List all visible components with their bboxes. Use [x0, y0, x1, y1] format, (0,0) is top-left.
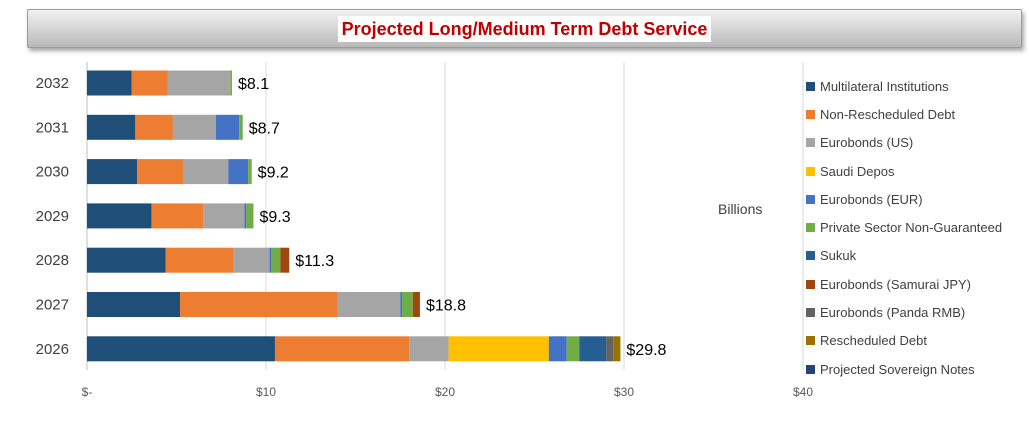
bar-segment [613, 336, 621, 362]
bar-segment [87, 159, 138, 185]
category-label: 2028 [36, 252, 69, 269]
legend-swatch [806, 279, 815, 289]
legend-item: Sukuk [806, 242, 1002, 270]
bar-segment [228, 159, 249, 185]
category-label: 2030 [36, 164, 69, 181]
chart-title: Projected Long/Medium Term Debt Service [337, 15, 712, 42]
bar-segment [244, 203, 247, 229]
legend-swatch [806, 166, 815, 176]
bar-segment [215, 114, 240, 140]
legend-label: Eurobonds (Panda RMB) [820, 305, 966, 321]
x-tick-label: $40 [793, 385, 813, 399]
chart-legend: Multilateral Institutions Non-Rescheduled… [806, 72, 1002, 383]
legend-label: Rescheduled Debt [820, 333, 927, 349]
chart-title-banner: Projected Long/Medium Term Debt Service [27, 9, 1022, 48]
bar-segment [402, 292, 413, 317]
bar-segment [87, 336, 275, 362]
bar-segment [566, 336, 580, 362]
x-tick-label: $10 [256, 385, 276, 399]
bar-segment [271, 247, 281, 273]
legend-item: Eurobonds (Panda RMB) [806, 298, 1002, 326]
bar-segment [246, 203, 254, 229]
bar-segment [548, 336, 567, 362]
legend-label: Projected Sovereign Notes [820, 361, 975, 377]
bar-segment [409, 336, 449, 362]
bar-segment [87, 114, 136, 140]
legend-item: Eurobonds (US) [806, 129, 1002, 157]
total-data-label: $11.3 [295, 253, 334, 270]
bar-segment [239, 114, 243, 140]
legend-item: Non-Rescheduled Debt [806, 100, 1002, 128]
bar-segment [400, 292, 403, 317]
legend-item: Saudi Depos [806, 157, 1002, 185]
bar-segment [183, 159, 229, 185]
bar-segment [579, 336, 607, 362]
category-label: 2026 [36, 341, 69, 358]
bar-segment [167, 70, 231, 96]
legend-item: Eurobonds (Samurai JPY) [806, 270, 1002, 298]
x-tick-label: $- [82, 385, 93, 399]
x-tick-label: $20 [435, 385, 455, 399]
legend-label: Private Sector Non-Guaranteed [820, 220, 1003, 236]
legend-label: Eurobonds (Samurai JPY) [820, 276, 972, 292]
legend-swatch [806, 364, 815, 374]
bar-segment [448, 336, 549, 362]
category-label: 2031 [36, 119, 69, 136]
total-data-label: $9.3 [259, 209, 290, 226]
bar-segment [233, 247, 270, 273]
bar-segment [337, 292, 401, 317]
legend-label: Non-Rescheduled Debt [820, 106, 956, 122]
legend-item: Eurobonds (EUR) [806, 185, 1002, 213]
legend-item: Multilateral Institutions [806, 72, 1002, 100]
legend-label: Eurobonds (EUR) [820, 191, 923, 207]
legend-swatch [806, 138, 815, 148]
legend-item: Private Sector Non-Guaranteed [806, 213, 1002, 241]
legend-swatch [806, 251, 815, 261]
legend-item: Rescheduled Debt [806, 327, 1002, 355]
bar-segment [87, 292, 181, 317]
bar-segment [274, 336, 410, 362]
bar-segment [230, 70, 232, 96]
bar-segment [151, 203, 204, 229]
legend-label: Multilateral Institutions [820, 78, 949, 94]
legend-swatch [806, 308, 815, 318]
category-label: 2029 [36, 208, 69, 225]
total-data-label: $8.1 [238, 76, 269, 93]
legend-label: Sukuk [820, 248, 857, 264]
category-label: 2027 [36, 297, 69, 314]
legend-swatch [806, 223, 815, 233]
bar-segment [172, 114, 216, 140]
legend-swatch [806, 109, 815, 119]
total-data-label: $9.2 [258, 165, 289, 182]
legend-swatch [806, 336, 815, 346]
bar-segment [606, 336, 614, 362]
bar-segment [248, 159, 252, 185]
category-label: 2032 [36, 75, 69, 92]
bar-segment [135, 114, 173, 140]
bar-segment [137, 159, 184, 185]
bar-segment [412, 292, 420, 317]
unit-label: Billions [718, 201, 763, 217]
total-data-label: $8.7 [249, 120, 280, 137]
legend-label: Eurobonds (US) [820, 135, 914, 151]
bar-segment [269, 247, 272, 273]
bar-segment [280, 247, 290, 273]
bar-segment [165, 247, 234, 273]
bar-segment [87, 203, 152, 229]
legend-item: Projected Sovereign Notes [806, 355, 1002, 383]
bar-segment [87, 247, 166, 273]
bar-segment [131, 70, 168, 96]
bar-segment [87, 70, 132, 96]
legend-label: Saudi Depos [820, 163, 895, 179]
bar-segment [180, 292, 338, 317]
total-data-label: $29.8 [626, 342, 666, 359]
x-tick-label: $30 [614, 385, 634, 399]
total-data-label: $18.8 [426, 298, 466, 315]
legend-swatch [806, 81, 815, 91]
bar-segment [203, 203, 245, 229]
legend-swatch [806, 194, 815, 204]
